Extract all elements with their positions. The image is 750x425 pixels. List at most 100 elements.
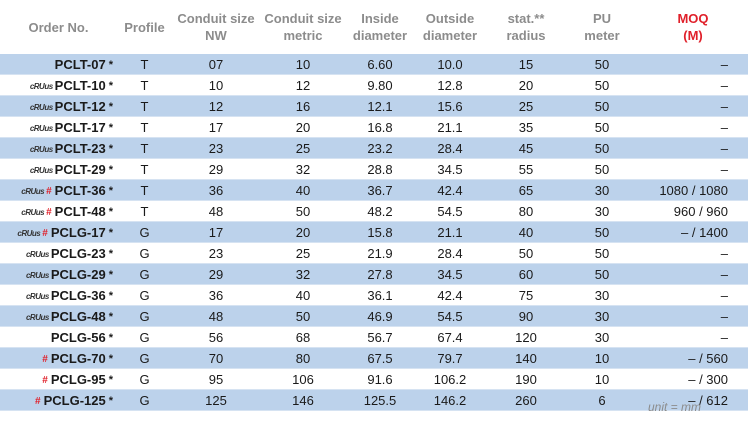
cell-outside: 146.2 [414, 389, 486, 411]
cell-inside: 15.8 [346, 221, 414, 243]
cell-profile: G [117, 284, 172, 306]
cell-moq: – [638, 74, 748, 96]
order-number: PCLG-29 [50, 266, 106, 282]
cell-inside: 27.8 [346, 263, 414, 285]
cell-moq: – / 612 [638, 389, 748, 411]
cell-moq: – [638, 284, 748, 306]
cell-nw: 48 [172, 200, 260, 222]
cell-inside: 46.9 [346, 305, 414, 327]
cell-nw: 17 [172, 221, 260, 243]
order-number: PCLT-36 [54, 182, 106, 198]
cell-inside: 21.9 [346, 242, 414, 264]
cell-nw: 29 [172, 158, 260, 180]
cell-profile: G [117, 221, 172, 243]
cell-radius: 75 [486, 284, 566, 306]
ul-recognized-icon: cRUus [25, 312, 49, 322]
asterisk-mark: * [108, 184, 113, 197]
cell-pu: 50 [566, 95, 638, 117]
cell-metric: 32 [260, 158, 346, 180]
cell-order-no: cRUus PCLT-23 * [0, 137, 117, 159]
header-profile: Profile [124, 19, 165, 35]
cell-pu: 50 [566, 263, 638, 285]
ul-recognized-icon: cRUus [21, 207, 45, 217]
cell-order-no: # PCLG-70 * [0, 347, 117, 369]
table-row: cRUus PCLG-48 * G 48 50 46.9 54.5 90 30– [0, 305, 748, 327]
header-order-no: Order No. [28, 19, 89, 35]
cell-metric: 80 [260, 347, 346, 369]
cell-profile: T [117, 179, 172, 201]
cell-metric: 25 [260, 137, 346, 159]
cell-pu: 30 [566, 305, 638, 327]
table-row: # PCLG-95 * G 95 106 91.6 106.2 190 10– / 300 [0, 368, 748, 390]
cell-pu: 10 [566, 368, 638, 390]
asterisk-mark: * [108, 352, 113, 365]
hash-mark: # [42, 227, 48, 239]
cell-outside: 10.0 [414, 54, 486, 75]
cell-outside: 34.5 [414, 263, 486, 285]
cell-inside: 56.7 [346, 326, 414, 348]
asterisk-mark: * [108, 100, 113, 113]
cell-order-no: PCLT-07 * [0, 54, 117, 75]
cell-order-no: cRUus PCLT-12 * [0, 95, 117, 117]
cell-nw: 36 [172, 179, 260, 201]
cell-radius: 60 [486, 263, 566, 285]
ul-recognized-icon: cRUus [29, 102, 53, 112]
cell-inside: 48.2 [346, 200, 414, 222]
table-row: cRUus PCLG-29 * G 29 32 27.8 34.5 60 50– [0, 263, 748, 285]
table-row: PCLG-56 * G 56 68 56.7 67.4 120 30– [0, 326, 748, 348]
cell-order-no: cRUus PCLT-17 * [0, 116, 117, 138]
cell-radius: 15 [486, 54, 566, 75]
ul-recognized-icon: cRUus [29, 81, 53, 91]
cell-pu: 30 [566, 200, 638, 222]
cell-outside: 21.1 [414, 221, 486, 243]
ul-recognized-icon: cRUus [29, 144, 53, 154]
cell-profile: G [117, 242, 172, 264]
cell-nw: 36 [172, 284, 260, 306]
cell-moq: – / 300 [638, 368, 748, 390]
cell-moq: – [638, 54, 748, 75]
ul-recognized-icon: cRUus [25, 291, 49, 301]
spec-table: Order No. Profile Conduit size NW Conduit… [0, 11, 748, 411]
cell-nw: 07 [172, 54, 260, 75]
cell-moq: 960 / 960 [638, 200, 748, 222]
cell-nw: 23 [172, 242, 260, 264]
asterisk-mark: * [108, 226, 113, 239]
table-body: PCLT-07 * T 07 10 6.60 10.0 15 50– cRUus PCLT-10 * T… [0, 54, 748, 411]
order-number: PCLG-36 [50, 287, 106, 303]
cell-metric: 50 [260, 200, 346, 222]
cell-nw: 56 [172, 326, 260, 348]
asterisk-mark: * [108, 163, 113, 176]
hash-mark: # [35, 395, 41, 407]
cell-radius: 55 [486, 158, 566, 180]
table-row: cRUus PCLG-36 * G 36 40 36.1 42.4 75 30– [0, 284, 748, 306]
cell-order-no: cRUus PCLG-29 * [0, 263, 117, 285]
ul-recognized-icon: cRUus [25, 270, 49, 280]
cell-inside: 16.8 [346, 116, 414, 138]
cell-metric: 20 [260, 116, 346, 138]
order-number: PCLG-56 [50, 329, 106, 345]
cell-order-no: cRUus PCLG-23 * [0, 242, 117, 264]
cell-moq: – [638, 326, 748, 348]
cell-nw: 29 [172, 263, 260, 285]
cell-order-no: # PCLG-125 * [0, 389, 117, 411]
table-row: cRUus PCLT-23 * T 23 25 23.2 28.4 45 50– [0, 137, 748, 159]
cell-profile: T [117, 54, 172, 75]
cell-profile: T [117, 158, 172, 180]
cell-metric: 20 [260, 221, 346, 243]
cell-moq: – [638, 263, 748, 285]
header-moq: MOQ (M) [677, 11, 709, 43]
order-number: PCLG-125 [43, 392, 106, 408]
cell-profile: T [117, 95, 172, 117]
cell-pu: 30 [566, 326, 638, 348]
cell-radius: 140 [486, 347, 566, 369]
cell-outside: 15.6 [414, 95, 486, 117]
cell-moq: – [638, 305, 748, 327]
cell-order-no: cRUus # PCLG-17 * [0, 221, 117, 243]
table-row: cRUus PCLT-17 * T 17 20 16.8 21.1 35 50– [0, 116, 748, 138]
asterisk-mark: * [108, 310, 113, 323]
cell-nw: 125 [172, 389, 260, 411]
table-row: cRUus PCLG-23 * G 23 25 21.9 28.4 50 50– [0, 242, 748, 264]
cell-order-no: cRUus PCLG-48 * [0, 305, 117, 327]
cell-metric: 16 [260, 95, 346, 117]
cell-metric: 32 [260, 263, 346, 285]
